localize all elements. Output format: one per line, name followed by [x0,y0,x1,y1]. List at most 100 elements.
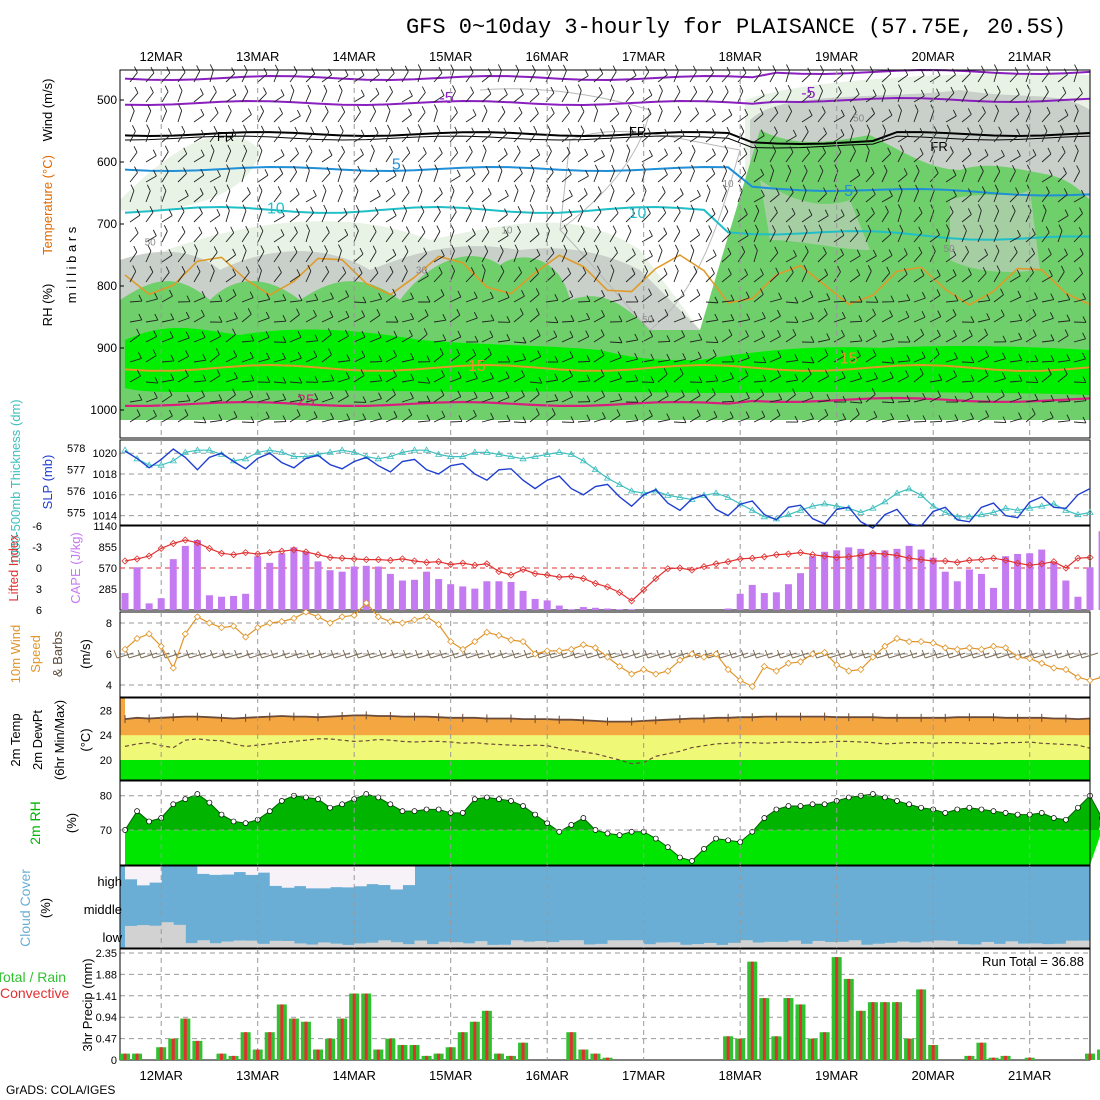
wind-speed-marker [374,613,382,621]
wind-barb [149,206,154,213]
wind-barb [679,368,684,375]
wind-barb [330,374,335,381]
cloud-low-block [619,940,633,948]
wind-barb-10m [378,649,383,659]
wind-barb [202,353,207,361]
wind-barb [497,251,504,263]
precip-tick-label: 0.47 [96,1034,117,1046]
wind-barb [465,377,478,383]
wind-barb [920,269,925,276]
wind-barb [984,369,989,376]
wind-barb [849,401,862,404]
wind-barb [961,194,972,203]
cloud-high-block [378,866,391,886]
cloud-high-block [366,866,379,885]
thickness-marker [1086,508,1094,515]
wind-barb [345,290,350,297]
wind-barb [289,415,301,423]
cape-bar [1038,549,1046,610]
wind-barb [449,336,462,343]
date-label-top: 12MAR [140,49,183,64]
wind-barb [241,193,251,203]
wind-barb [1047,248,1052,255]
wind-barb-10m [551,652,568,659]
wind-barb [569,390,574,397]
wind-barb [945,224,950,231]
wind-barb [881,114,893,123]
date-label-top: 17MAR [622,49,665,64]
wind-barb [929,190,935,203]
wind-barb [1057,114,1069,123]
wind-barb-10m [776,649,781,659]
wind-barb [449,211,457,223]
wind-barb [977,192,986,203]
cape-bar [374,566,382,610]
wind-barb [273,70,279,83]
cloud-low-block [498,944,512,948]
wind-barb [745,330,749,337]
wind-barb [1025,190,1031,203]
wind-barb [161,337,174,343]
rh-2m-marker [146,818,152,825]
wind-barb [481,418,494,423]
lifted-index-marker [929,557,937,565]
wind-barb [680,289,685,296]
precip-convective-bar [992,1057,995,1060]
wind-barb [132,265,137,272]
wind-barb [329,391,334,399]
wind-barb [393,330,398,338]
wind-barb [355,204,360,212]
wind-barb [881,170,888,183]
wind-barb-10m [888,652,906,659]
wind-barb [729,411,734,418]
wind-barb [522,416,527,423]
thickness-marker [917,491,925,498]
wind-barb [353,375,365,383]
wind-barb [177,72,186,83]
wind-barb [1000,309,1005,316]
thickness-marker [1038,502,1046,509]
wind-barb [346,354,351,361]
wind-barb [865,314,876,323]
wind-barb [664,148,668,155]
wind-speed-marker [941,644,949,652]
rh-contour-label: 50 [642,315,654,326]
wind-barb [897,190,903,203]
wind-barb [369,272,379,283]
wind-barb [865,113,875,123]
rh-2m-marker [182,796,189,802]
wind-barb [1073,130,1080,143]
wind-barb [737,235,749,243]
wind-barb [885,205,889,213]
wind-barb [625,150,631,163]
wind-barb [193,395,205,403]
wind-barb [945,358,958,363]
wind-barb [337,75,349,83]
wind-barb [977,318,990,323]
wind-barb [487,127,492,135]
wind-barb [791,207,796,215]
wind-barb [801,73,812,83]
wind-barb [1016,269,1021,277]
wind-barb [1064,248,1068,255]
wind-barb [625,213,635,223]
wind-barb [663,227,668,234]
wind-barb [1017,290,1022,298]
cloud-low-block [571,940,584,948]
li-tick-label: -6 [32,521,42,533]
wind-barb [753,95,765,103]
thickness-marker [760,513,769,520]
cloud-low-block [897,941,910,948]
wind-barb [1041,317,1054,323]
wind-barb [129,92,139,103]
wind-barb [689,170,695,183]
wind-barb [217,330,221,337]
wind-barb [570,416,575,423]
wind-barb [611,124,616,132]
cloud-low-block [691,944,705,948]
wind-barb-10m [185,649,190,659]
wind-barb [145,235,157,243]
wind-barb [794,415,799,423]
wind-barb [673,421,687,424]
